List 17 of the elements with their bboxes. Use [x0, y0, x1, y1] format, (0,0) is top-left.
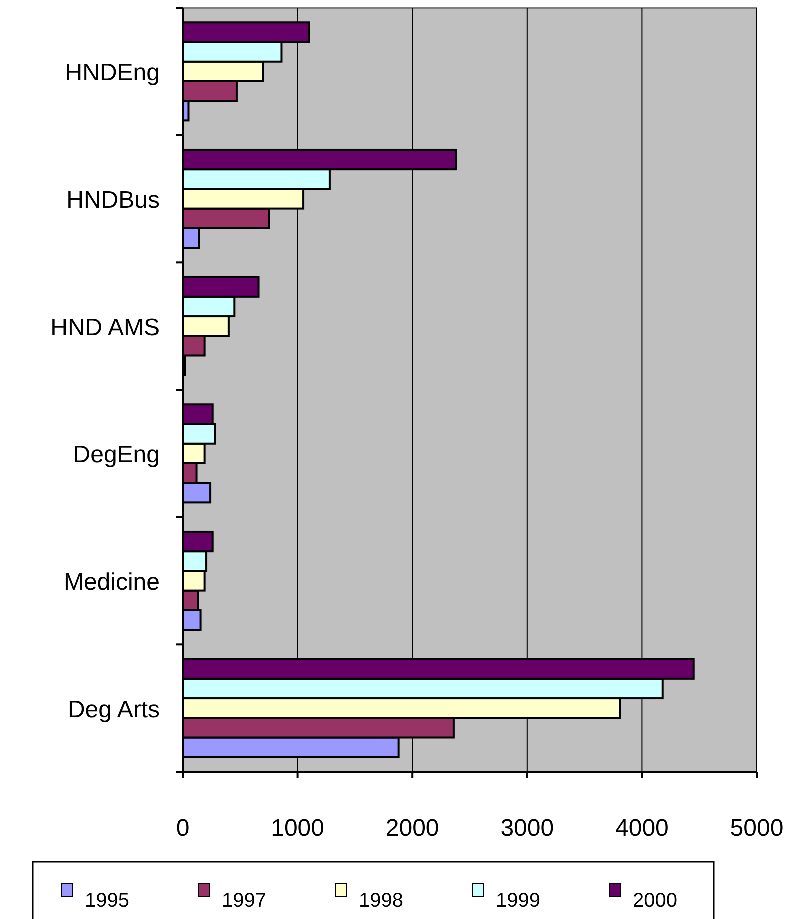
x-tick-label: 1000 — [271, 815, 324, 842]
y-tick-label: Medicine — [64, 569, 160, 596]
y-tick-label: HNDBus — [66, 187, 160, 214]
x-tick-label: 5000 — [730, 815, 784, 842]
legend-label: 1995 — [85, 890, 130, 912]
x-tick-label: 3000 — [500, 815, 554, 842]
y-tick-label: HND AMS — [50, 314, 160, 342]
legend-label: 2000 — [633, 890, 678, 912]
legend-label: 1997 — [222, 890, 266, 912]
y-tick-label: HNDEng — [65, 60, 160, 87]
x-tick-label: 4000 — [616, 815, 669, 842]
y-tick-label: Deg Arts — [68, 696, 160, 724]
x-tick-label: 2000 — [386, 815, 440, 842]
legend-label: 1998 — [359, 890, 404, 912]
x-tick-label: 0 — [176, 815, 190, 842]
y-tick-label: DegEng — [73, 442, 160, 469]
legend-label: 1999 — [496, 890, 540, 912]
